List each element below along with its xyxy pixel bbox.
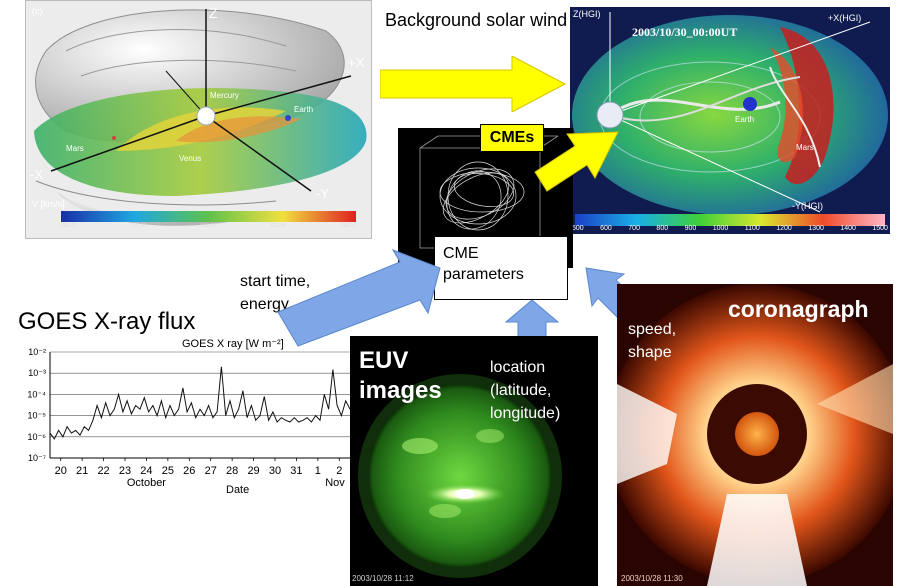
cmes-label: CMEs bbox=[489, 129, 535, 146]
enlil-axis-z: Z(HGI) bbox=[573, 9, 601, 19]
x-tick-label: 30 bbox=[269, 465, 281, 477]
planet-label-mercury: Mercury bbox=[210, 91, 239, 100]
coronagraph-label: coronagraph bbox=[728, 296, 869, 322]
colorbar-tick: 500.00 bbox=[200, 223, 217, 229]
y-tick-label: 10⁻⁶ bbox=[28, 432, 47, 442]
xray-flux-line bbox=[49, 366, 351, 440]
enlil-colorbar-ticks: 500 600 700 800 900 1000 1100 1200 1300 … bbox=[572, 225, 888, 232]
corona-timestamp: 2003/10/28 11:30 bbox=[621, 574, 683, 583]
month-label: October bbox=[127, 477, 166, 489]
panel-tag: (c) bbox=[32, 6, 43, 16]
colorbar-tick: 200.00 bbox=[61, 223, 77, 229]
x-tick-label: 24 bbox=[140, 465, 152, 477]
enlil-colorbar-tick: 700 bbox=[628, 225, 640, 232]
speed-shape-label: speed, shape bbox=[628, 321, 677, 361]
y-tick-label: 10⁻⁵ bbox=[28, 411, 47, 421]
colorbar-tick: 375.00 bbox=[130, 223, 147, 229]
planet-label-earth: Earth bbox=[294, 105, 314, 114]
goes-chart-title: GOES X ray [W m⁻²] bbox=[182, 338, 284, 350]
background-solar-wind-label: Background solar wind bbox=[385, 10, 568, 30]
x-tick-label: 20 bbox=[55, 465, 67, 477]
x-tick-label: 2 bbox=[336, 465, 342, 477]
month-label: Nov bbox=[325, 477, 345, 489]
y-tick-label: 10⁻³ bbox=[28, 368, 46, 378]
cmes-label-box: CMEs bbox=[480, 124, 544, 152]
colorbar-tick: 750.00 bbox=[340, 223, 356, 229]
colorbar-ticks: 200.00 375.00 500.00 625.00 750.00 bbox=[61, 223, 356, 229]
coronagraph-panel: 2003/10/28 11:30 bbox=[617, 284, 893, 586]
enlil-colorbar-tick: 800 bbox=[656, 225, 669, 232]
y-tick-label: 10⁻⁴ bbox=[27, 389, 46, 399]
y-tick-label: 10⁻⁷ bbox=[28, 453, 46, 463]
coronagraph-graphic bbox=[617, 284, 893, 586]
euv-timestamp: 2003/10/28 11:12 bbox=[352, 574, 414, 583]
enlil-colorbar-tick: 500 bbox=[572, 225, 584, 232]
heliosphere-3d-graphic bbox=[26, 1, 371, 238]
euv-graphic bbox=[350, 336, 598, 586]
axis-z-label: Z bbox=[209, 5, 218, 21]
x-tick-label: 26 bbox=[183, 465, 195, 477]
x-tick-label: 1 bbox=[315, 465, 321, 477]
enlil-colorbar-tick: 600 bbox=[600, 225, 612, 232]
start-time-energy-label: start time, energy bbox=[240, 273, 311, 313]
enlil-colorbar-tick: 1500 bbox=[872, 225, 888, 232]
goes-xlabel: Date bbox=[226, 484, 250, 496]
goes-plot-area: 10⁻²10⁻³10⁻⁴10⁻⁵10⁻⁶10⁻⁷20 21 22 23 24 25 26 27… bbox=[27, 347, 360, 489]
enlil-planet-mars: Mars bbox=[796, 143, 814, 152]
x-tick-label: 22 bbox=[97, 465, 109, 477]
enlil-panel: 2003/10/30_00:00UT Z(HGI) +X(HGI) -Y(HGI… bbox=[570, 7, 890, 234]
x-tick-label: 25 bbox=[162, 465, 174, 477]
colorbar-tick: 625.00 bbox=[270, 223, 287, 229]
enlil-timestamp: 2003/10/30_00:00UT bbox=[632, 25, 738, 39]
colorbar-label: V [km/s] bbox=[32, 199, 65, 209]
enlil-axis-x: +X(HGI) bbox=[828, 13, 862, 23]
planet-label-mars: Mars bbox=[66, 144, 84, 153]
goes-title: GOES X-ray flux bbox=[18, 308, 196, 335]
axis-x-neg-label: -X bbox=[30, 167, 43, 182]
axis-y-neg-label: -Y bbox=[316, 186, 329, 201]
yellow-arrow-icon bbox=[380, 56, 567, 112]
planet-label-venus: Venus bbox=[179, 154, 202, 163]
enlil-planet-earth: Earth bbox=[735, 115, 755, 124]
enlil-colorbar-tick: 1300 bbox=[808, 225, 824, 232]
euv-images-label: EUV images bbox=[359, 347, 442, 404]
x-tick-label: 27 bbox=[205, 465, 217, 477]
euv-panel: 2003/10/28 11:12 bbox=[350, 336, 598, 586]
cme-parameters-box: CME parameters bbox=[434, 236, 568, 300]
enlil-colorbar-tick: 1200 bbox=[776, 225, 792, 232]
yellow-diagonal-arrow-icon bbox=[534, 131, 619, 192]
x-tick-label: 23 bbox=[119, 465, 131, 477]
goes-chart: 10⁻²10⁻³10⁻⁴10⁻⁵10⁻⁶10⁻⁷20 21 22 23 24 25 26 27… bbox=[27, 347, 360, 489]
location-label: location (latitude, longitude) bbox=[490, 359, 561, 422]
enlil-axis-y: -Y(HGI) bbox=[792, 201, 823, 211]
enlil-colorbar-tick: 1100 bbox=[744, 225, 760, 232]
cme-parameters-label: CME parameters bbox=[443, 245, 524, 283]
x-tick-label: 21 bbox=[76, 465, 88, 477]
x-tick-label: 28 bbox=[226, 465, 238, 477]
y-tick-label: 10⁻² bbox=[28, 347, 46, 357]
x-tick-label: 29 bbox=[247, 465, 259, 477]
x-tick-label: 31 bbox=[290, 465, 302, 477]
axis-x-pos-label: +X bbox=[348, 55, 365, 70]
enlil-colorbar-tick: 1000 bbox=[712, 225, 729, 232]
enlil-graphic bbox=[570, 7, 890, 234]
heliosphere-3d-panel: (c) Z +X -X -Y Mercury Earth Mars Venus … bbox=[25, 0, 372, 239]
enlil-colorbar-tick: 900 bbox=[684, 225, 697, 232]
enlil-colorbar-tick: 1400 bbox=[840, 225, 856, 232]
